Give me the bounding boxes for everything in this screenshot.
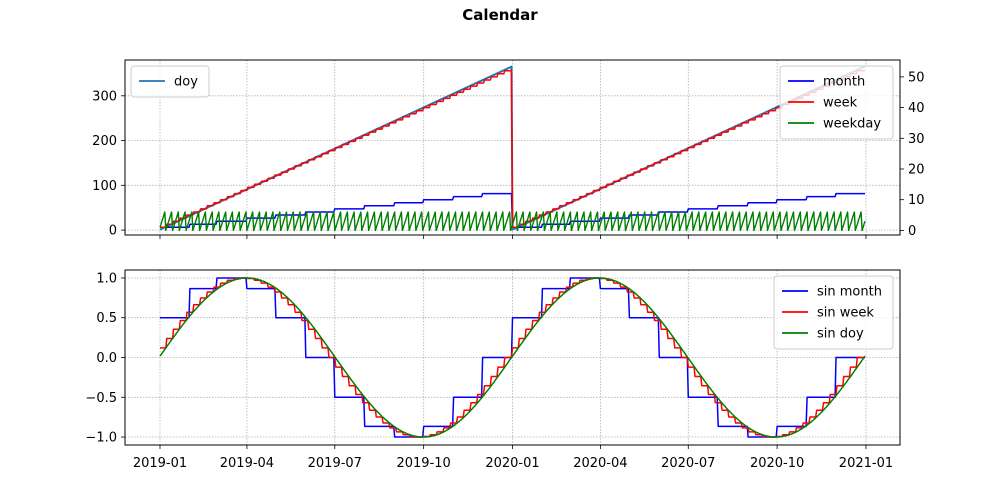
series-week <box>160 69 865 229</box>
top-plot-area <box>159 65 866 232</box>
series-sin-doy <box>159 277 866 438</box>
figure-title: Calendar <box>462 6 538 24</box>
y-tick-label: 0 <box>109 224 117 239</box>
legend-label: weekday <box>823 117 881 132</box>
x-tick-label: 2020-04 <box>573 456 627 471</box>
series-weekday <box>159 211 866 232</box>
y-tick-label: 100 <box>92 179 117 194</box>
y2-tick-label: 30 <box>908 132 925 147</box>
legend-label: sin month <box>817 285 882 300</box>
x-tick-label: 2020-07 <box>661 456 715 471</box>
legend-label: sin week <box>817 306 874 321</box>
y-tick-label: 200 <box>92 134 117 149</box>
y-tick-label: −1.0 <box>85 431 117 446</box>
legend-label: sin doy <box>817 327 864 342</box>
legend-label: doy <box>174 75 198 90</box>
y-tick-label: 0.0 <box>96 351 117 366</box>
x-tick-label: 2020-01 <box>485 456 539 471</box>
bottom-ticks: 2019-01 2019-04 2019-07 2019-10 2020-01 2020-… <box>85 271 893 471</box>
top-legend-right: month week weekday <box>779 65 894 140</box>
legend-label: month <box>823 75 865 90</box>
top-ticks: 0 100 200 300 0 10 20 30 40 50 <box>92 70 925 239</box>
x-tick-label: 2021-01 <box>839 456 893 471</box>
y-tick-label: 0.5 <box>96 311 117 326</box>
y2-tick-label: 50 <box>908 70 925 85</box>
y-tick-label: −0.5 <box>85 391 117 406</box>
legend-box <box>130 65 210 98</box>
legend-box <box>773 275 894 350</box>
y2-tick-label: 10 <box>908 193 925 208</box>
legend-box <box>779 65 894 140</box>
x-tick-label: 2019-10 <box>396 456 450 471</box>
y2-tick-label: 40 <box>908 101 925 116</box>
x-tick-label: 2020-10 <box>750 456 804 471</box>
y2-tick-label: 0 <box>908 224 916 239</box>
series-sin-month <box>160 277 865 438</box>
y-tick-label: 1.0 <box>96 271 117 286</box>
bottom-plot-area <box>159 277 866 438</box>
bottom-legend: sin month sin week sin doy <box>773 275 894 350</box>
top-legend-left: doy <box>130 65 210 98</box>
bottom-subplot: 2019-01 2019-04 2019-07 2019-10 2020-01 2020-… <box>85 269 901 471</box>
y-tick-label: 300 <box>92 89 117 104</box>
x-tick-label: 2019-07 <box>308 456 362 471</box>
y2-tick-label: 20 <box>908 162 925 177</box>
x-tick-label: 2019-01 <box>133 456 187 471</box>
top-subplot: 0 100 200 300 0 10 20 30 40 50 doy month week weekd… <box>92 59 925 239</box>
legend-label: week <box>823 96 858 111</box>
x-tick-label: 2019-04 <box>220 456 274 471</box>
